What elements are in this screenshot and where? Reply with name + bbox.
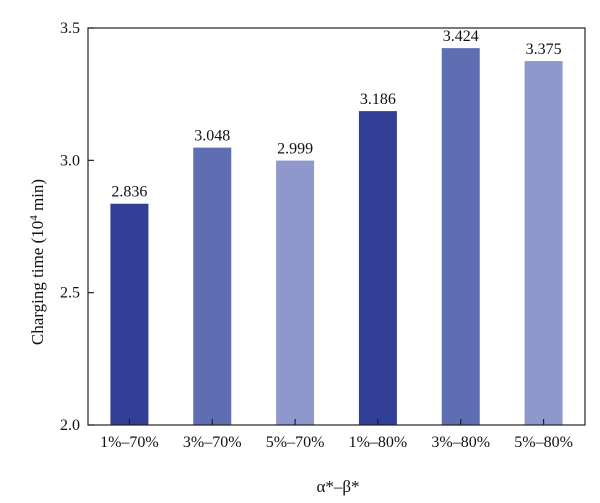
x-tick-label-3: 5%–70% — [266, 434, 325, 451]
bar-5 — [441, 48, 480, 426]
plot-frame — [87, 27, 586, 426]
bar-1 — [110, 203, 149, 425]
data-label-3: 2.999 — [277, 141, 313, 158]
bars-layer — [110, 48, 563, 426]
x-tick-label-5: 3%–80% — [431, 434, 490, 451]
x-tick-label-4: 1%–80% — [349, 434, 408, 451]
data-label-4: 3.186 — [360, 91, 396, 108]
x-axis-title: α*–β* — [316, 477, 359, 496]
y-tick-label-4: 3.5 — [60, 20, 80, 37]
axes-layer: 2.0 2.5 3.0 3.5 1%–70% 3%–70% 5%–70% 1%–80% 3%–8… — [60, 20, 586, 451]
bar-3 — [276, 160, 315, 425]
data-labels-layer: 2.836 3.048 2.999 3.186 3.424 3.375 — [111, 28, 561, 201]
x-tick-label-2: 3%–70% — [183, 434, 242, 451]
data-label-2: 3.048 — [194, 128, 230, 145]
x-tick-label-1: 1%–70% — [100, 434, 159, 451]
y-tick-label-3: 3.0 — [60, 152, 80, 169]
y-tick-label-2: 2.5 — [60, 285, 80, 302]
y-axis-title: Charging time (104 min) — [28, 179, 47, 345]
y-tick-label-1: 2.0 — [60, 417, 80, 434]
x-tick-label-6: 5%–80% — [514, 434, 573, 451]
data-label-5: 3.424 — [443, 28, 479, 45]
bar-6 — [524, 61, 563, 425]
bar-2 — [193, 147, 232, 425]
bar-4 — [358, 111, 397, 425]
data-label-1: 2.836 — [111, 184, 147, 201]
data-label-6: 3.375 — [526, 41, 562, 58]
